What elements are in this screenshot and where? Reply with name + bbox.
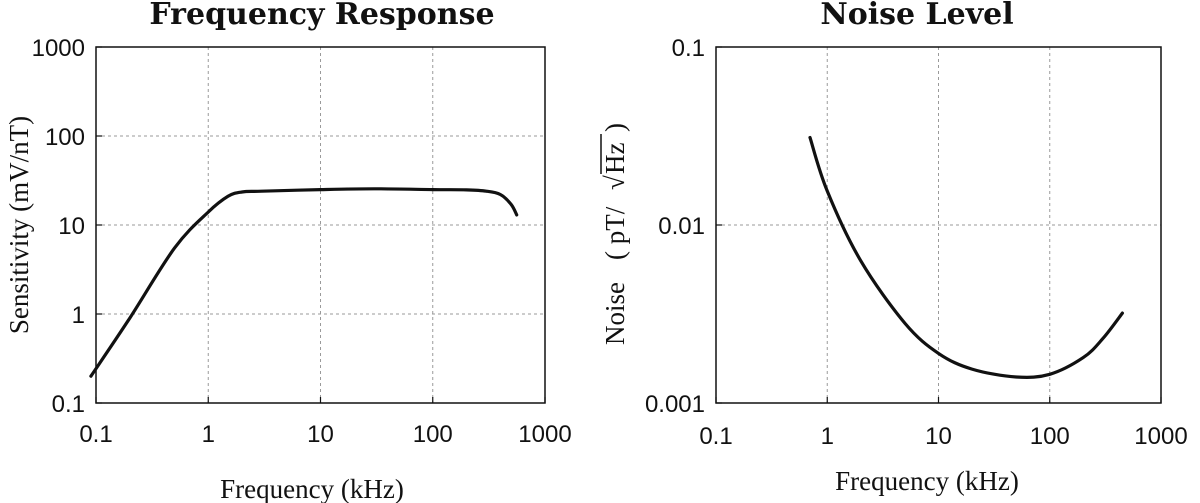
x-tick-labels: 0.1 1 10 100 1000 bbox=[699, 423, 1187, 450]
y-axis-label: Noise ( pT/ √ Hz ) bbox=[600, 123, 630, 345]
y-axis-label-unit-right: ) bbox=[600, 123, 630, 132]
x-tick-label: 0.1 bbox=[79, 421, 112, 448]
chart-title: Frequency Response bbox=[149, 0, 494, 32]
series-group bbox=[808, 135, 1124, 379]
series-line bbox=[808, 135, 1124, 379]
x-tick-label: 10 bbox=[307, 421, 334, 448]
x-tick-label: 1 bbox=[821, 423, 834, 450]
y-tick-label: 0.1 bbox=[672, 35, 705, 62]
y-axis-label-unit-left: ( pT/ bbox=[600, 206, 630, 260]
plot-frame bbox=[95, 46, 546, 404]
grid bbox=[95, 46, 546, 404]
x-tick-label: 1000 bbox=[518, 421, 571, 448]
y-tick-label: 0.1 bbox=[52, 391, 85, 418]
x-axis-label: Frequency (kHz) bbox=[220, 474, 404, 503]
y-tick-label: 1000 bbox=[32, 35, 85, 62]
y-axis-label-prefix: Noise bbox=[600, 282, 630, 345]
y-axis-label: Sensitivity (mV/nT) bbox=[4, 116, 34, 334]
x-tick-label: 0.1 bbox=[699, 423, 732, 450]
series-group bbox=[89, 187, 519, 378]
y-tick-label: 1 bbox=[72, 302, 85, 329]
y-tick-labels: 0.1 1 10 100 1000 bbox=[32, 35, 85, 418]
y-tick-label: 0.01 bbox=[658, 213, 705, 240]
x-tick-label: 1 bbox=[202, 421, 215, 448]
noise-level-chart: Noise Level 0.1 1 10 100 1000 0.001 0.01 0.1 F… bbox=[600, 0, 1188, 496]
x-axis-label: Frequency (kHz) bbox=[835, 466, 1019, 496]
x-tick-label: 1000 bbox=[1134, 423, 1187, 450]
x-tick-labels: 0.1 1 10 100 1000 bbox=[79, 421, 571, 448]
y-tick-label: 0.001 bbox=[645, 391, 705, 418]
y-tick-label: 10 bbox=[58, 213, 85, 240]
y-tick-label: 100 bbox=[45, 124, 85, 151]
x-tick-label: 100 bbox=[413, 421, 453, 448]
y-tick-labels: 0.001 0.01 0.1 bbox=[645, 35, 705, 418]
chart-title: Noise Level bbox=[820, 0, 1013, 32]
frequency-response-chart: Frequency Response 0.1 1 10 100 1000 0.1 1 10 1… bbox=[4, 0, 572, 503]
plot-frame bbox=[715, 46, 1162, 404]
y-axis-label-radicand: Hz bbox=[600, 143, 630, 174]
y-axis-label-sqrt-sign: √ bbox=[600, 175, 630, 190]
x-tick-label: 100 bbox=[1030, 423, 1070, 450]
series-line bbox=[89, 187, 519, 378]
x-tick-label: 10 bbox=[925, 423, 952, 450]
